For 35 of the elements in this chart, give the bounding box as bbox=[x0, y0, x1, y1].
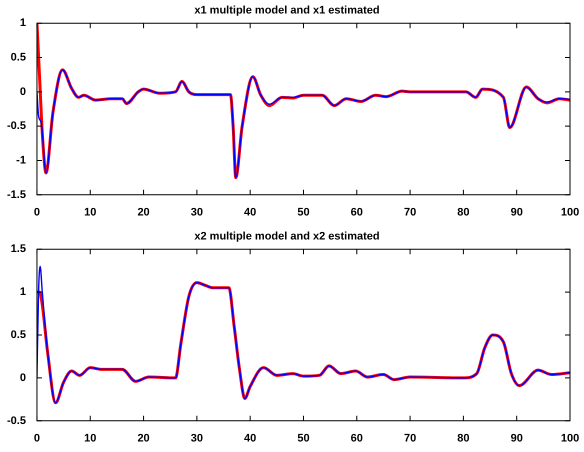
x-tick-label: 0 bbox=[34, 206, 40, 218]
x-tick-label: 40 bbox=[244, 206, 256, 218]
y-tick-label: -0.5 bbox=[6, 414, 26, 427]
y-tick-label: 1 bbox=[20, 17, 26, 30]
x-tick-label: 20 bbox=[137, 432, 150, 444]
x-tick-label: 90 bbox=[510, 432, 523, 444]
x-tick-label: 50 bbox=[297, 206, 310, 218]
x-tick-label: 70 bbox=[404, 206, 416, 218]
x-tick-label: 20 bbox=[137, 206, 150, 218]
x-tick-label: 100 bbox=[560, 432, 580, 444]
x-tick-label: 10 bbox=[84, 432, 96, 444]
x-tick-label: 30 bbox=[190, 206, 203, 218]
x-tick-label: 40 bbox=[244, 432, 256, 444]
x-tick-label: 10 bbox=[84, 206, 96, 218]
y-tick-label: 1 bbox=[20, 286, 26, 298]
x-tick-label: 60 bbox=[350, 206, 363, 218]
y-tick-label: 0.5 bbox=[10, 329, 26, 342]
y-tick-label: -1 bbox=[16, 154, 26, 167]
x-tick-label: 80 bbox=[457, 432, 470, 444]
chart-title: x2 multiple model and x2 estimated bbox=[194, 230, 380, 243]
x-tick-label: 70 bbox=[404, 432, 416, 444]
y-tick-label: 0.5 bbox=[10, 52, 26, 64]
x-tick-label: 0 bbox=[34, 432, 40, 444]
x-tick-label: 80 bbox=[457, 206, 470, 218]
y-tick-label: 0 bbox=[20, 372, 26, 384]
x-tick-label: 90 bbox=[510, 206, 523, 218]
x-tick-label: 60 bbox=[350, 432, 363, 444]
x-tick-label: 30 bbox=[190, 432, 203, 444]
chart-title: x1 multiple model and x1 estimated bbox=[194, 4, 380, 17]
y-tick-label: -1.5 bbox=[6, 188, 26, 201]
x-tick-label: 50 bbox=[297, 432, 310, 444]
y-tick-label: -0.5 bbox=[6, 120, 26, 132]
y-tick-label: 0 bbox=[20, 86, 26, 98]
x-tick-label: 100 bbox=[560, 206, 580, 218]
y-tick-label: 1.5 bbox=[10, 243, 26, 256]
